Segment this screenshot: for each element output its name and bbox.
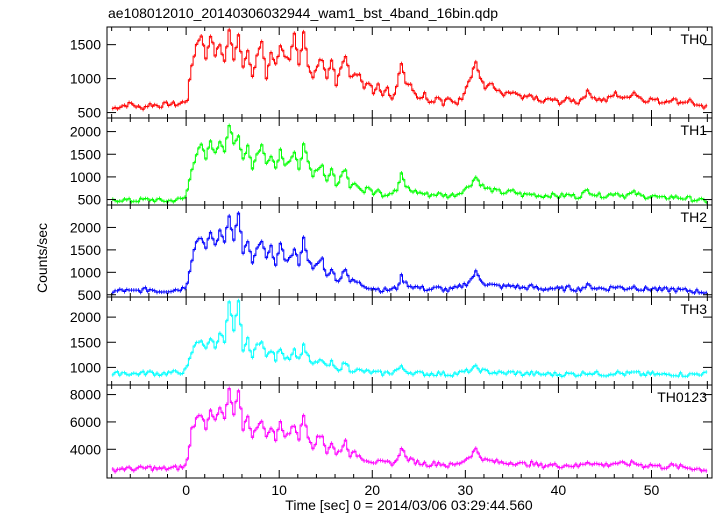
panel-label-th2: TH2 xyxy=(681,209,708,225)
panel-frame xyxy=(106,384,713,479)
series-errorbars-th3 xyxy=(112,298,707,379)
panel-label-th3: TH3 xyxy=(681,301,708,317)
panel-th0123: 4000 6000 8000 TH0123 xyxy=(70,384,713,479)
y-axis-title: Counts/sec xyxy=(34,223,50,293)
series-line-th0123 xyxy=(111,388,708,473)
x-tick-label: 0 xyxy=(182,482,190,498)
series-line-th0 xyxy=(111,29,708,110)
y-tick-label: 2000 xyxy=(70,124,101,140)
chart-title: ae108012010_20140306032944_wam1_bst_4ban… xyxy=(108,5,498,21)
series-errorbars-th0 xyxy=(112,27,707,112)
panel-frame xyxy=(106,204,713,298)
panel-th3: 1000 1500 2000 TH3 xyxy=(70,296,713,386)
series-line-th3 xyxy=(111,300,708,377)
y-tick-label: 1000 xyxy=(70,71,101,87)
series-line-th1 xyxy=(111,125,708,203)
x-tick-label: 20 xyxy=(364,482,380,498)
panel-frame xyxy=(106,296,713,386)
y-tick-label: 2000 xyxy=(70,309,101,325)
y-tick-label: 1500 xyxy=(70,334,101,350)
y-tick-label: 1500 xyxy=(70,37,101,53)
panel-th1: 500 1000 1500 2000 TH1 xyxy=(70,117,713,208)
y-tick-label: 500 xyxy=(78,105,102,121)
y-tick-label: 4000 xyxy=(70,441,101,457)
series-errorbars-th1 xyxy=(112,123,707,205)
y-tick-label: 500 xyxy=(78,287,102,303)
y-tick-label: 1500 xyxy=(70,242,101,258)
x-tick-label: 40 xyxy=(551,482,567,498)
y-tick-label: 1000 xyxy=(70,359,101,375)
y-tick-label: 2000 xyxy=(70,219,101,235)
series-line-th2 xyxy=(111,212,708,294)
series-errorbars-th2 xyxy=(112,211,707,296)
y-tick-label: 1500 xyxy=(70,146,101,162)
x-tick-label: 30 xyxy=(458,482,474,498)
y-tick-label: 500 xyxy=(78,192,102,208)
x-tick-label: 10 xyxy=(271,482,287,498)
panel-label-th1: TH1 xyxy=(681,122,708,138)
y-tick-label: 1000 xyxy=(70,169,101,185)
panel-th2: 500 1000 1500 2000 TH2 xyxy=(70,204,713,303)
y-tick-label: 6000 xyxy=(70,414,101,430)
panel-label-th0123: TH0123 xyxy=(657,389,707,405)
x-axis-title: Time [sec] 0 = 2014/03/06 03:29:44.560 xyxy=(285,497,533,513)
panel-th0: 500 1000 1500 TH0 xyxy=(70,26,713,121)
x-tick-label: 50 xyxy=(644,482,660,498)
y-tick-label: 8000 xyxy=(70,387,101,403)
panel-label-th0: TH0 xyxy=(681,31,708,47)
panel-frame xyxy=(106,117,713,206)
y-tick-label: 1000 xyxy=(70,264,101,280)
